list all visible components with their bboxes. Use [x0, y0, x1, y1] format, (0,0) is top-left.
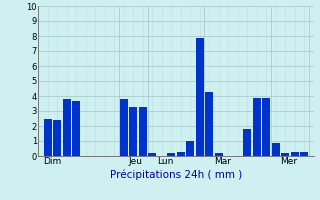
Bar [148, 153, 156, 156]
Bar [291, 152, 299, 156]
Bar [205, 92, 213, 156]
Bar [243, 129, 251, 156]
Bar [167, 153, 175, 156]
Bar [129, 106, 137, 156]
Bar [139, 106, 147, 156]
Bar [44, 118, 52, 156]
Bar [215, 153, 223, 156]
Bar [120, 99, 128, 156]
Bar [281, 153, 289, 156]
Bar [53, 120, 61, 156]
Bar [186, 141, 194, 156]
Bar [196, 38, 204, 156]
Bar [300, 152, 308, 156]
Bar [72, 100, 80, 156]
Bar [262, 98, 270, 156]
Bar [63, 99, 71, 156]
X-axis label: Précipitations 24h ( mm ): Précipitations 24h ( mm ) [110, 169, 242, 180]
Bar [272, 142, 280, 156]
Bar [252, 98, 261, 156]
Bar [177, 152, 185, 156]
